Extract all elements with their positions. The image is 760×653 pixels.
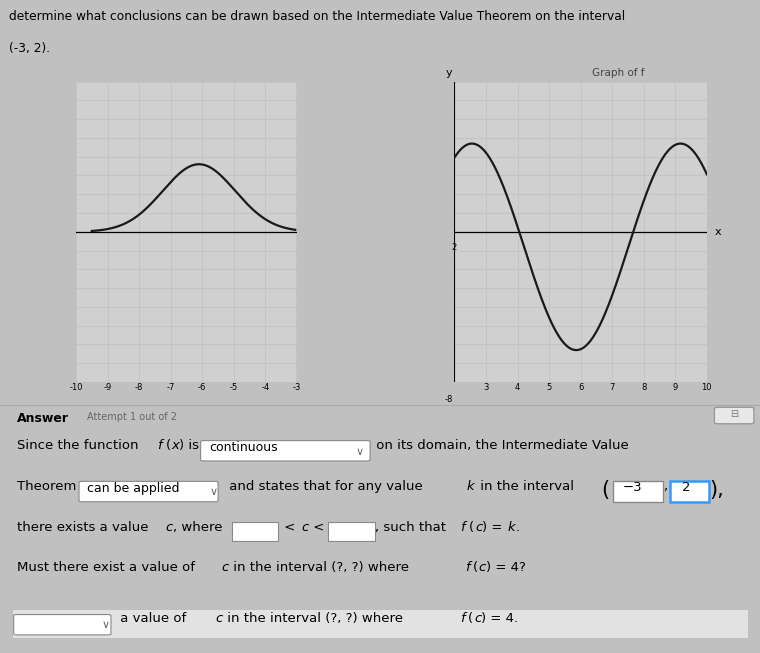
Text: f: f bbox=[461, 613, 465, 626]
Text: in the interval (?, ?) where: in the interval (?, ?) where bbox=[229, 562, 413, 575]
Text: <: < bbox=[280, 520, 299, 534]
Text: c: c bbox=[221, 562, 229, 575]
Text: ) = 4.: ) = 4. bbox=[481, 613, 518, 626]
Text: ) =: ) = bbox=[482, 520, 506, 534]
Text: Attempt 1 out of 2: Attempt 1 out of 2 bbox=[87, 412, 177, 422]
Text: a value of: a value of bbox=[116, 613, 191, 626]
Text: (: ( bbox=[473, 562, 478, 575]
Text: f: f bbox=[461, 520, 465, 534]
Text: determine what conclusions can be drawn based on the Intermediate Value Theorem : determine what conclusions can be drawn … bbox=[9, 10, 625, 23]
Text: x: x bbox=[172, 439, 179, 452]
Text: on its domain, the Intermediate Value: on its domain, the Intermediate Value bbox=[372, 439, 629, 452]
Text: (: ( bbox=[601, 480, 610, 500]
Text: there exists a value: there exists a value bbox=[17, 520, 153, 534]
Text: 2: 2 bbox=[682, 481, 690, 494]
Text: c: c bbox=[166, 520, 173, 534]
Text: x: x bbox=[714, 227, 721, 237]
Text: Since the function: Since the function bbox=[17, 439, 142, 452]
Text: c: c bbox=[475, 520, 483, 534]
Text: c: c bbox=[216, 613, 223, 626]
Text: (-3, 2).: (-3, 2). bbox=[9, 42, 50, 56]
Text: ∨: ∨ bbox=[101, 620, 109, 630]
Text: -8: -8 bbox=[445, 395, 453, 404]
Text: c: c bbox=[301, 520, 309, 534]
Text: 2: 2 bbox=[452, 243, 457, 252]
Text: Graph of f: Graph of f bbox=[592, 68, 644, 78]
Text: can be applied: can be applied bbox=[87, 482, 179, 495]
Text: c: c bbox=[474, 613, 482, 626]
Text: in the interval: in the interval bbox=[476, 480, 578, 493]
FancyBboxPatch shape bbox=[201, 441, 370, 461]
FancyBboxPatch shape bbox=[670, 481, 709, 502]
FancyBboxPatch shape bbox=[12, 609, 748, 638]
Text: (: ( bbox=[469, 520, 474, 534]
Text: ),: ), bbox=[709, 480, 724, 500]
Text: , such that: , such that bbox=[375, 520, 451, 534]
Text: ) is: ) is bbox=[179, 439, 203, 452]
Text: Answer: Answer bbox=[17, 412, 68, 425]
Text: (: ( bbox=[166, 439, 171, 452]
Text: ,: , bbox=[663, 480, 667, 493]
Text: f: f bbox=[157, 439, 162, 452]
Text: −3: −3 bbox=[622, 481, 642, 494]
Text: .: . bbox=[515, 520, 519, 534]
Text: Theorem: Theorem bbox=[17, 480, 81, 493]
Text: ∨: ∨ bbox=[356, 447, 364, 456]
Text: ⊟: ⊟ bbox=[730, 409, 738, 419]
FancyBboxPatch shape bbox=[328, 522, 375, 541]
FancyBboxPatch shape bbox=[232, 522, 278, 541]
Text: and states that for any value: and states that for any value bbox=[225, 480, 427, 493]
FancyBboxPatch shape bbox=[714, 407, 754, 424]
Text: y: y bbox=[445, 68, 452, 78]
Text: ∨: ∨ bbox=[210, 487, 218, 498]
FancyBboxPatch shape bbox=[613, 481, 663, 502]
Text: (: ( bbox=[468, 613, 473, 626]
FancyBboxPatch shape bbox=[14, 614, 111, 635]
Text: k: k bbox=[467, 480, 474, 493]
Text: c: c bbox=[479, 562, 486, 575]
Text: Must there exist a value of: Must there exist a value of bbox=[17, 562, 199, 575]
Text: in the interval (?, ?) where: in the interval (?, ?) where bbox=[223, 613, 407, 626]
Text: ) = 4?: ) = 4? bbox=[486, 562, 525, 575]
Text: , where: , where bbox=[173, 520, 227, 534]
Text: k: k bbox=[508, 520, 515, 534]
Text: continuous: continuous bbox=[209, 441, 277, 454]
Text: f: f bbox=[465, 562, 470, 575]
FancyBboxPatch shape bbox=[79, 481, 218, 502]
Text: <: < bbox=[309, 520, 328, 534]
